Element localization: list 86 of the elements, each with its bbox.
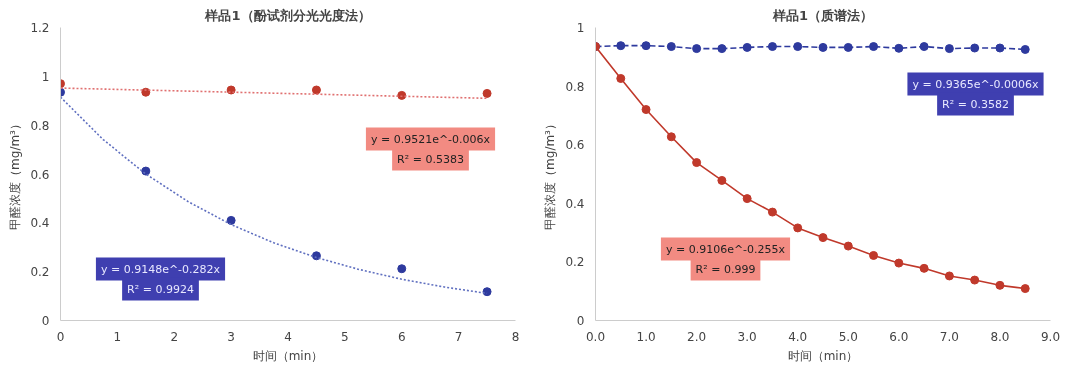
x-tick-label: 6	[397, 329, 406, 344]
x-tick-label: 4	[284, 329, 292, 344]
x-tick-label: 2	[170, 329, 179, 344]
y-tick-label: 1	[41, 69, 50, 84]
x-tick-label: 6.0	[889, 329, 909, 344]
point	[742, 194, 752, 204]
point	[793, 223, 803, 233]
point	[843, 42, 853, 52]
point	[793, 42, 803, 52]
y-tick-label: 0.4	[565, 196, 585, 211]
point	[970, 275, 980, 285]
point	[616, 41, 626, 51]
y-axis-title: 甲醛浓度（mg/m³）	[8, 118, 23, 230]
x-tick-label: 7	[454, 329, 463, 344]
x-tick-label: 3	[227, 329, 235, 344]
point	[1020, 284, 1030, 294]
y-tick-label: 0.6	[565, 138, 585, 153]
x-tick-label: 5.0	[838, 329, 858, 344]
point	[894, 43, 904, 53]
x-tick-label: 4.0	[788, 329, 808, 344]
point	[818, 233, 828, 243]
x-tick-label: 8	[511, 329, 520, 344]
y-tick-label: 0.2	[565, 255, 585, 270]
point	[482, 287, 492, 297]
y-axis-title: 甲醛浓度（mg/m³）	[543, 118, 558, 230]
point	[616, 73, 626, 83]
point	[944, 44, 954, 54]
point	[894, 258, 904, 268]
point	[1020, 44, 1030, 54]
annotation: R² = 0.3582	[942, 97, 1009, 111]
y-tick-label: 1.2	[30, 21, 50, 35]
x-tick-label: 5	[341, 329, 349, 344]
annotation: y = 0.9148e^-0.282x	[100, 262, 221, 276]
x-tick-label: 1	[113, 329, 122, 344]
annotation: y = 0.9106e^-0.255x	[665, 242, 786, 256]
point	[641, 105, 651, 115]
point	[742, 42, 752, 52]
x-tick-label: 1.0	[636, 329, 656, 344]
y-tick-label: 0	[576, 314, 585, 328]
chart-title: 样品1（酚试剂分光光度法）	[204, 7, 371, 23]
y-tick-label: 1	[576, 21, 585, 35]
point	[818, 42, 828, 52]
point	[692, 158, 702, 168]
point	[482, 88, 492, 98]
point	[641, 41, 651, 51]
y-tick-label: 0.6	[30, 167, 50, 182]
annotation: y = 0.9365e^-0.0006x	[912, 77, 1040, 91]
annotation: y = 0.9521e^-0.006x	[370, 132, 491, 146]
chart-title: 样品1（质谱法）	[771, 7, 874, 23]
x-tick-label: 3.0	[737, 329, 757, 344]
y-tick-label: 0.8	[565, 79, 585, 94]
annotation: R² = 0.5383	[397, 152, 464, 166]
point	[692, 44, 702, 54]
point	[141, 166, 151, 176]
point	[869, 42, 879, 52]
x-axis-title: 时间（min）	[252, 348, 324, 363]
point	[919, 42, 929, 52]
point	[869, 250, 879, 260]
point	[717, 44, 727, 54]
x-tick-label: 0.0	[585, 329, 606, 344]
point	[970, 43, 980, 53]
point	[767, 207, 777, 217]
point	[767, 42, 777, 52]
x-tick-label: 7.0	[939, 329, 959, 344]
point	[226, 215, 236, 225]
x-tick-label: 0	[56, 329, 65, 344]
x-tick-label: 8.0	[990, 329, 1010, 344]
y-tick-label: 0.4	[30, 216, 50, 231]
y-tick-label: 0.8	[30, 118, 50, 133]
annotation: R² = 0.9924	[127, 282, 194, 296]
y-tick-label: 0.2	[30, 265, 50, 280]
point	[995, 280, 1005, 290]
point	[666, 132, 676, 142]
x-tick-label: 2.0	[687, 329, 707, 344]
point	[397, 264, 407, 274]
point	[919, 263, 929, 273]
x-axis-title: 时间（min）	[787, 348, 859, 363]
point	[666, 42, 676, 52]
point	[311, 85, 321, 95]
x-tick-label: 9.0	[1040, 329, 1061, 344]
point	[944, 271, 954, 281]
point	[995, 43, 1005, 53]
point	[843, 241, 853, 251]
point	[717, 175, 727, 185]
annotation: R² = 0.999	[695, 262, 756, 276]
y-tick-label: 0	[41, 314, 50, 328]
